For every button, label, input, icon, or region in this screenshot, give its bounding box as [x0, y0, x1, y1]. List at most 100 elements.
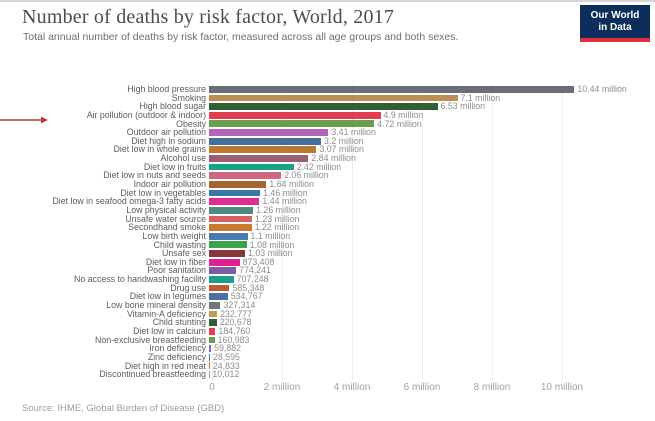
bar[interactable] — [209, 172, 282, 180]
bar-row: Diet high in sodium 3.2 million — [0, 137, 655, 146]
risk-factor-label: Diet low in vegetables — [120, 187, 206, 198]
bar[interactable] — [209, 276, 234, 283]
bar[interactable] — [209, 336, 215, 344]
chart-subtitle: Total annual number of deaths by risk fa… — [23, 31, 459, 43]
bar-row: Indoor air pollution 1.64 million — [0, 180, 655, 189]
risk-factor-label: Diet high in red meat — [124, 360, 206, 371]
bar-value-label: 1.26 million — [256, 204, 301, 215]
bar[interactable] — [209, 111, 381, 119]
bar-value-label: 184,760 — [218, 325, 251, 336]
bar-value-label: 4.9 million — [383, 109, 424, 120]
chart-title: Number of deaths by risk factor, World, … — [22, 6, 395, 28]
risk-factor-label: Secondhand smoke — [128, 222, 206, 233]
risk-factor-label: Discontinued breastfeeding — [99, 369, 206, 380]
bar[interactable] — [209, 224, 252, 231]
x-axis-tick-label: 6 million — [403, 382, 441, 393]
bar[interactable] — [209, 362, 210, 370]
risk-factor-label: Obesity — [176, 118, 206, 129]
plot-grid — [212, 85, 655, 380]
risk-factor-label: Diet low in calcium — [133, 325, 206, 336]
bar[interactable] — [209, 241, 247, 249]
bar[interactable] — [209, 103, 438, 110]
gridline — [212, 85, 213, 380]
bar-row: Secondhand smoke 1.22 million — [0, 223, 655, 232]
bar[interactable] — [209, 353, 210, 361]
risk-factor-label: Alcohol use — [160, 153, 206, 164]
risk-factor-label: High blood pressure — [127, 84, 206, 94]
risk-factor-label: No access to handwashing facility — [73, 274, 206, 285]
bar[interactable] — [209, 198, 260, 206]
bar[interactable] — [209, 310, 218, 318]
bar-row: Zinc deficiency 28,595 — [0, 353, 655, 362]
bar[interactable] — [209, 250, 246, 257]
bar[interactable] — [209, 327, 216, 335]
bar-row: Unsafe sex 1.03 million — [0, 249, 655, 258]
risk-factor-label: Air pollution (outdoor & indoor) — [86, 109, 206, 120]
bar-row: Diet low in vegetables 1.46 million — [0, 187, 655, 198]
bar[interactable] — [209, 120, 375, 128]
owid-logo[interactable]: Our World in Data — [580, 5, 650, 42]
bar[interactable] — [209, 163, 294, 171]
risk-factor-label: Child stunting — [152, 317, 206, 328]
bar-chart-rows: High blood pressure 10.44 million Smokin… — [0, 85, 655, 379]
bar[interactable] — [209, 232, 248, 240]
bar[interactable] — [209, 284, 230, 292]
bar[interactable] — [209, 129, 329, 136]
bar-row: Child stunting 220,678 — [0, 318, 655, 327]
bar[interactable] — [209, 180, 267, 188]
risk-factor-label: Indoor air pollution — [133, 179, 206, 190]
bar-row: Low birth weight 1.1 million — [0, 232, 655, 241]
x-axis-tick-label: 0 — [209, 382, 215, 393]
bar-value-label: 707,248 — [236, 274, 269, 285]
x-axis-tick-label: 8 million — [473, 382, 511, 393]
bar-value-label: 1.46 million — [263, 187, 308, 198]
bar[interactable] — [209, 189, 261, 197]
bar-row: Diet low in whole grains 3.07 million — [0, 145, 655, 154]
bar-row: Diet low in legumes 534,767 — [0, 292, 655, 301]
bar-value-label: 1.64 million — [269, 179, 314, 190]
risk-factor-label: Zinc deficiency — [147, 351, 206, 362]
risk-factor-label: Diet low in fiber — [145, 256, 206, 267]
bar-row: Poor sanitation 774,241 — [0, 266, 655, 275]
bar[interactable] — [209, 137, 321, 145]
owid-logo-line2: in Data — [598, 22, 632, 33]
bar-row: Low bone mineral density 327,314 — [0, 301, 655, 310]
bar-value-label: 10,012 — [212, 369, 240, 380]
bar-value-label: 10.44 million — [577, 84, 627, 94]
risk-factor-label: Diet low in nuts and seeds — [103, 170, 206, 181]
bar-row: Air pollution (outdoor & indoor) 4.9 mil… — [0, 111, 655, 120]
bar[interactable] — [209, 94, 458, 102]
bar-row: Obesity 4.72 million — [0, 118, 655, 129]
gridline — [282, 85, 283, 380]
owid-logo-line1: Our World — [590, 10, 640, 21]
bar[interactable] — [209, 85, 575, 93]
bar[interactable] — [209, 301, 221, 309]
risk-factor-label: Diet low in legumes — [129, 291, 206, 302]
bar[interactable] — [209, 345, 212, 352]
bar[interactable] — [209, 146, 317, 154]
bar-row: Vitamin-A deficiency 232,777 — [0, 309, 655, 319]
bar[interactable] — [209, 215, 253, 223]
bar-value-label: 585,348 — [232, 282, 265, 293]
bar[interactable] — [209, 206, 254, 214]
bar[interactable] — [209, 155, 309, 162]
bar[interactable] — [209, 319, 217, 327]
bar-row: High blood sugar 6.53 million — [0, 102, 655, 111]
bar-row: Diet low in fruits 2.42 million — [0, 163, 655, 172]
gridline — [422, 85, 423, 380]
risk-factor-label: Low bone mineral density — [106, 300, 206, 311]
bar[interactable] — [209, 267, 237, 275]
bar-row: Diet low in nuts and seeds 2.06 million — [0, 171, 655, 180]
bar-value-label: 873,408 — [242, 256, 275, 267]
red-arrow-icon — [0, 116, 48, 124]
bar-value-label: 1.23 million — [255, 213, 300, 224]
bar-value-label: 160,983 — [217, 334, 250, 345]
bar[interactable] — [209, 293, 228, 301]
risk-factor-label: Child wasting — [153, 239, 206, 250]
risk-factor-label: Diet low in seafood omega-3 fatty acids — [52, 196, 206, 207]
bar[interactable] — [209, 258, 240, 266]
bar-row: Diet low in seafood omega-3 fatty acids … — [0, 197, 655, 206]
bar-value-label: 24,833 — [212, 360, 240, 371]
x-axis-tick-label: 2 million — [263, 382, 301, 393]
risk-factor-label: Low physical activity — [126, 204, 206, 215]
